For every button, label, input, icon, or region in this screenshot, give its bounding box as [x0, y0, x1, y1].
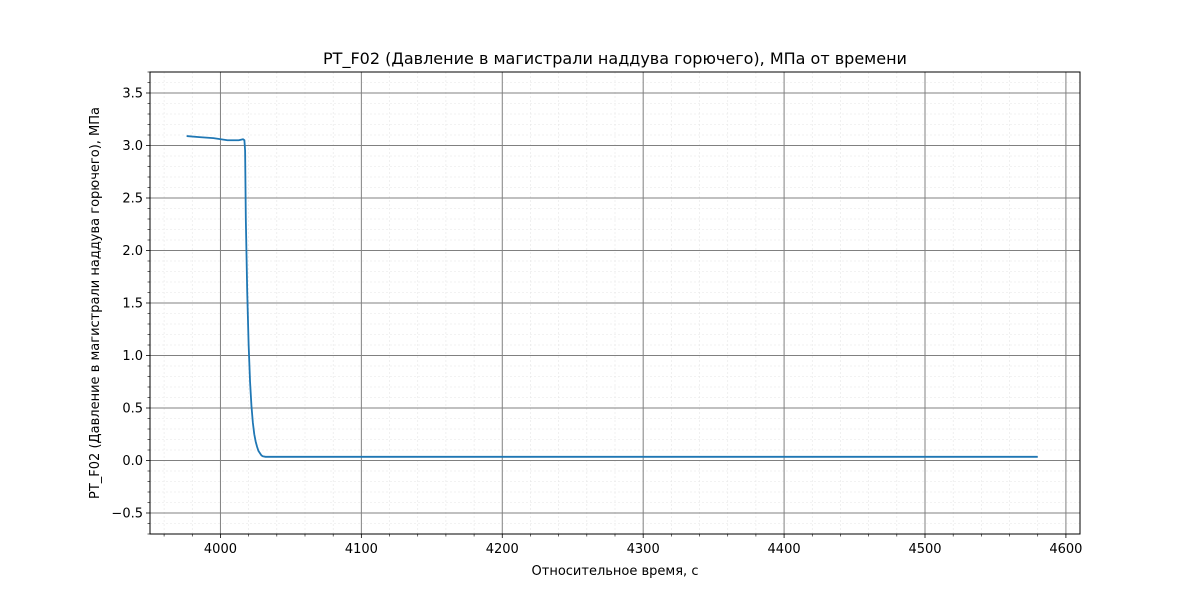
series-line	[186, 135, 1038, 458]
x-tick-label: 4100	[345, 542, 378, 557]
major-grid	[150, 72, 1080, 534]
x-tick-label: 4400	[768, 542, 801, 557]
ticks-layer: 4000 4100 4200 4300 4400 4500 4600 −0.5 0.0 0.5 1.…	[111, 71, 1082, 557]
x-tick-label: 4000	[204, 542, 237, 557]
y-tick-label: 2.0	[122, 244, 143, 259]
x-tick-label: 4500	[908, 542, 941, 557]
y-tick-label: 1.0	[122, 349, 143, 364]
y-tick-label: 1.5	[122, 297, 143, 312]
x-tick-label: 4600	[1049, 542, 1082, 557]
y-axis-label: PT_F02 (Давление в магистрали наддува го…	[88, 107, 103, 499]
x-tick-label: 4300	[627, 542, 660, 557]
x-tick-label: 4200	[486, 542, 519, 557]
y-tick-label: 3.0	[122, 139, 143, 154]
y-tick-label: −0.5	[111, 507, 143, 522]
chart-title: PT_F02 (Давление в магистрали наддува го…	[323, 49, 907, 69]
y-tick-label: 0.0	[122, 454, 143, 469]
series-layer	[186, 135, 1038, 458]
y-tick-label: 2.5	[122, 192, 143, 207]
y-tick-label: 3.5	[122, 87, 143, 102]
x-axis-label: Относительное время, с	[532, 564, 699, 579]
y-tick-label: 0.5	[122, 402, 143, 417]
